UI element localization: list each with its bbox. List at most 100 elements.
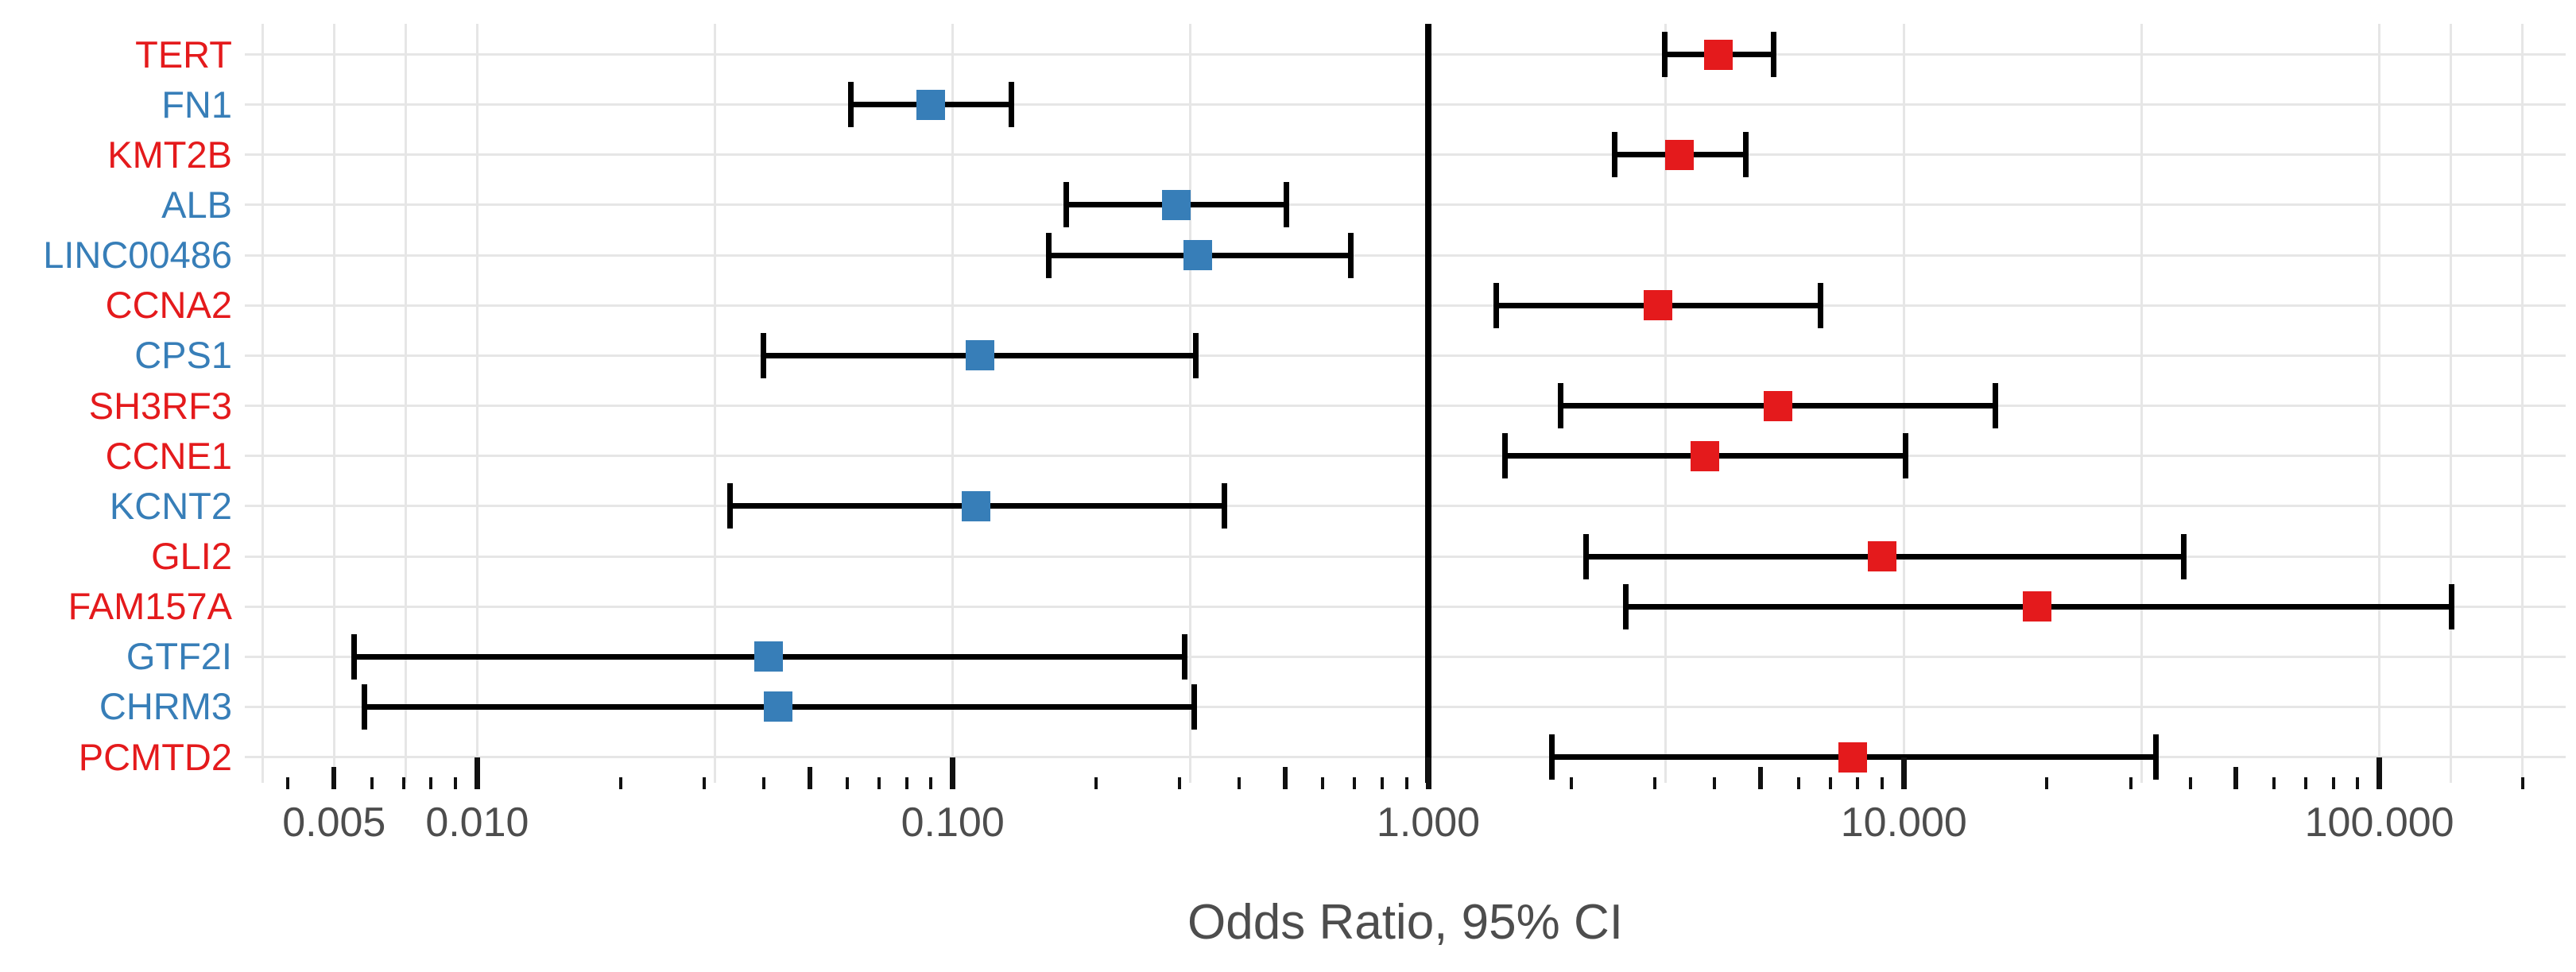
x-gridline-minor	[2140, 24, 2143, 783]
ci-cap-high	[2181, 533, 2187, 579]
point-square	[1867, 541, 1896, 571]
point-square	[764, 691, 793, 722]
x-tick-medium	[1758, 767, 1764, 789]
gene-label: FAM157A	[68, 585, 232, 628]
x-tick-minor	[702, 777, 706, 789]
ci-cap-high	[2449, 583, 2455, 629]
y-gridline	[245, 103, 2566, 106]
x-tick-medium	[1282, 767, 1288, 789]
x-tick-minor	[1381, 777, 1385, 789]
gene-label: SH3RF3	[88, 384, 232, 427]
y-gridline	[245, 405, 2566, 408]
x-tick-medium	[807, 767, 812, 789]
x-tick-label: 1.000	[1376, 800, 1481, 846]
ci-cap-high	[1284, 182, 1290, 228]
x-tick-decade	[2377, 757, 2383, 789]
point-square	[1838, 742, 1867, 773]
x-tick-label: 0.005	[282, 800, 386, 846]
ci-cap-low	[1612, 132, 1618, 178]
point-square	[1665, 139, 1695, 170]
y-gridline	[245, 655, 2566, 658]
ci-cap-low	[1583, 533, 1590, 579]
point-square	[1704, 39, 1733, 70]
x-tick-minor	[1321, 777, 1325, 789]
point-square	[916, 89, 946, 120]
y-gridline	[245, 354, 2566, 357]
ci-cap-high	[1903, 433, 1909, 479]
x-tick-minor	[1653, 777, 1657, 789]
x-tick-minor	[845, 777, 849, 789]
gene-label: CCNA2	[105, 284, 232, 327]
y-gridline	[245, 304, 2566, 307]
ci-cap-high	[1742, 132, 1749, 178]
x-tick-minor	[370, 777, 374, 789]
x-gridline-minor	[2450, 24, 2453, 783]
x-tick-decade	[1425, 757, 1431, 789]
x-tick-minor	[286, 777, 290, 789]
x-tick-minor	[1713, 777, 1717, 789]
x-tick-minor	[1353, 777, 1357, 789]
ci-cap-high	[1770, 32, 1776, 77]
x-tick-label: 10.000	[1840, 800, 1967, 846]
ci-cap-low	[1622, 583, 1629, 629]
x-tick-label: 0.010	[425, 800, 529, 846]
point-square	[1161, 189, 1191, 220]
gene-label: CPS1	[134, 334, 232, 377]
ci-cap-low	[1063, 182, 1069, 228]
x-tick-minor	[877, 777, 881, 789]
ci-cap-low	[1558, 383, 1564, 429]
ci-cap-high	[1009, 82, 1015, 128]
ci-cap-low	[726, 483, 733, 529]
x-gridline-minor	[404, 24, 407, 783]
x-tick-minor	[905, 777, 908, 789]
y-gridline	[245, 705, 2566, 708]
x-tick-minor	[1856, 777, 1860, 789]
ci-cap-high	[2153, 734, 2160, 780]
x-gridline-minor	[713, 24, 716, 783]
y-gridline	[245, 605, 2566, 608]
x-tick-minor	[454, 777, 458, 789]
ci-cap-low	[1493, 282, 1500, 328]
x-tick-minor	[2129, 777, 2132, 789]
point-square	[962, 490, 991, 521]
x-gridline-major	[332, 24, 336, 783]
x-tick-minor	[2356, 777, 2360, 789]
x-tick-minor	[1570, 777, 1574, 789]
y-gridline	[245, 53, 2566, 56]
gene-label: PCMTD2	[78, 735, 232, 778]
x-tick-minor	[1404, 777, 1408, 789]
y-gridline	[245, 555, 2566, 558]
x-tick-label: 0.100	[901, 800, 1005, 846]
ci-cap-low	[1502, 433, 1509, 479]
x-tick-minor	[761, 777, 765, 789]
y-gridline	[245, 505, 2566, 508]
gene-label: LINC00486	[43, 234, 232, 277]
point-square	[1643, 290, 1672, 321]
x-tick-minor	[2331, 777, 2335, 789]
x-tick-minor	[1178, 777, 1182, 789]
point-square	[1764, 390, 1793, 421]
gene-label: KMT2B	[107, 133, 232, 176]
x-gridline-minor	[2521, 24, 2524, 783]
x-tick-minor	[1828, 777, 1832, 789]
x-tick-minor	[929, 777, 933, 789]
x-axis-title: Odds Ratio, 95% CI	[1187, 895, 1623, 950]
x-tick-minor	[1094, 777, 1098, 789]
x-tick-minor	[2045, 777, 2049, 789]
ci-cap-low	[761, 332, 767, 378]
x-tick-minor	[2520, 777, 2524, 789]
x-gridline-major	[951, 24, 955, 783]
point-square	[965, 340, 994, 371]
gene-label: KCNT2	[109, 484, 232, 527]
point-square	[1691, 440, 1720, 471]
y-gridline	[245, 203, 2566, 207]
x-tick-minor	[2188, 777, 2192, 789]
y-gridline	[245, 455, 2566, 458]
ci-cap-low	[351, 633, 357, 680]
x-tick-minor	[2272, 777, 2276, 789]
x-tick-minor	[618, 777, 622, 789]
x-tick-minor	[401, 777, 405, 789]
ci-cap-high	[1222, 483, 1228, 529]
